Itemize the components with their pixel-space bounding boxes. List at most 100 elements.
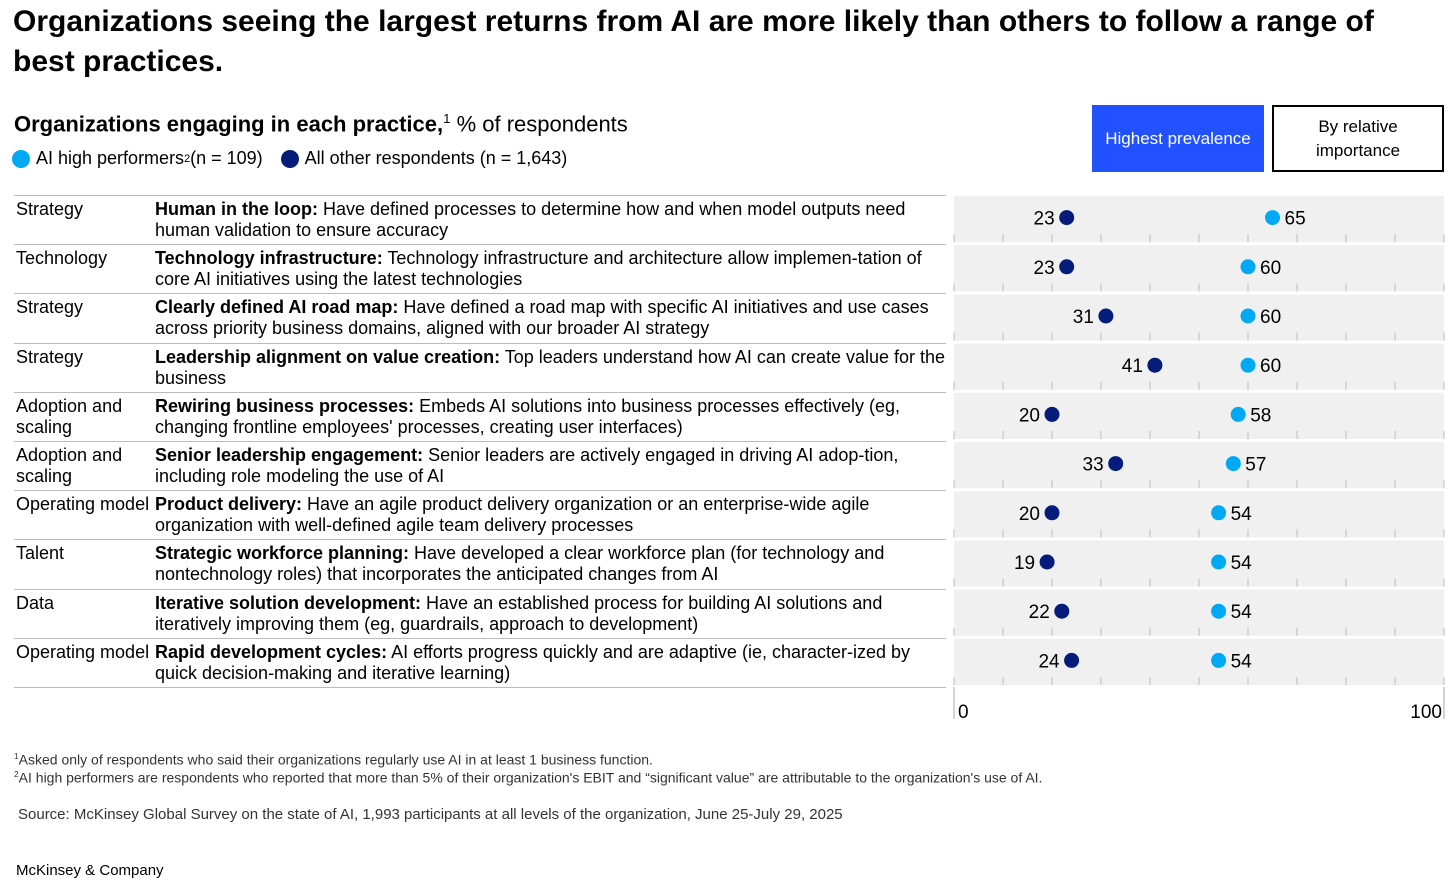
table-row: Operating model Rapid development cycles:…	[14, 639, 946, 688]
label-high: 54	[1231, 651, 1253, 672]
source: Source: McKinsey Global Survey on the st…	[18, 806, 843, 823]
label-other: 20	[1019, 504, 1040, 525]
row-category: Adoption and scaling	[16, 444, 123, 486]
row-practice: Technology infrastructure:	[155, 248, 383, 269]
row-practice: Clearly defined AI road map:	[155, 297, 399, 318]
highest-prevalence-button[interactable]: Highest prevalence	[1092, 105, 1264, 172]
label-other: 19	[1014, 553, 1035, 574]
table-row: Adoption and scaling Senior leadership en…	[14, 442, 946, 492]
table-row: Adoption and scaling Rewiring business pr…	[14, 393, 946, 442]
dot-other	[1059, 259, 1075, 275]
row-practice: Rewiring business processes:	[155, 395, 415, 416]
page-title: Organizations seeing the largest returns…	[13, 5, 1374, 78]
label-other: 31	[1073, 307, 1094, 328]
dot-other	[1059, 210, 1075, 226]
dot-other	[1064, 652, 1080, 668]
label-other: 24	[1038, 651, 1060, 672]
table-row: Operating model Product delivery: Have an…	[14, 491, 946, 541]
dot-high	[1211, 603, 1227, 619]
row-text: AI efforts progress quickly and are adap…	[155, 641, 911, 683]
row-text: Have developed a clear workforce plan (f…	[155, 543, 885, 585]
row-description: Clearly defined AI road map: Have define…	[155, 297, 946, 342]
table-row: Technology Technology infrastructure: Tec…	[14, 245, 946, 295]
label-other: 23	[1034, 258, 1055, 279]
table-row: Talent Strategic workforce planning: Have…	[14, 540, 946, 590]
row-practice: Product delivery:	[155, 494, 303, 515]
label-other: 33	[1083, 455, 1104, 476]
dot-other	[1147, 357, 1163, 373]
legend-high-sup: 2	[184, 152, 191, 165]
label-high: 65	[1285, 209, 1306, 230]
dot-other	[1039, 554, 1055, 570]
row-category: Data	[16, 592, 55, 613]
footnote-2-text: AI high performers are respondents who r…	[18, 769, 1043, 786]
legend-other-dot-icon	[280, 149, 299, 168]
row-category: Talent	[16, 543, 65, 564]
label-high: 54	[1231, 602, 1253, 623]
footnote-1: 1Asked only of respondents who said thei…	[14, 751, 653, 768]
row-practice: Human in the loop:	[155, 199, 318, 219]
row-practice: Iterative solution development:	[155, 592, 422, 613]
dot-other	[1044, 505, 1060, 521]
row-text: Have an established process for building…	[155, 592, 883, 634]
label-high: 60	[1260, 356, 1281, 377]
dot-high	[1240, 259, 1256, 275]
row-text: Embeds AI solutions into business proces…	[155, 395, 901, 437]
dot-high	[1211, 505, 1227, 521]
dot-other	[1054, 603, 1070, 619]
label-high: 54	[1231, 553, 1253, 574]
relative-importance-button[interactable]: By relative importance	[1272, 105, 1444, 172]
row-category: Operating model	[16, 641, 150, 662]
row-text: Have an agile product delivery organizat…	[155, 494, 870, 536]
row-practice: Leadership alignment on value creation:	[155, 346, 501, 367]
subtitle-bold: Organizations engaging in each practice,	[14, 111, 444, 137]
legend-high-dot-icon	[12, 149, 30, 168]
row-description: Senior leadership engagement: Senior lea…	[155, 445, 946, 490]
table-row: Strategy Clearly defined AI road map: Hav…	[14, 294, 946, 344]
row-category: Strategy	[16, 199, 84, 219]
subtitle-sup: 1	[443, 111, 451, 126]
dot-other	[1098, 308, 1114, 324]
dot-high	[1211, 554, 1227, 570]
row-description: Rewiring business processes: Embeds AI s…	[155, 396, 946, 441]
dot-other	[1044, 406, 1060, 422]
row-description: Leadership alignment on value creation: …	[155, 347, 946, 392]
legend-high-n: (n = 109)	[190, 148, 263, 168]
brand-logo: McKinsey & Company	[16, 862, 164, 879]
label-high: 58	[1250, 405, 1271, 426]
label-other: 23	[1034, 209, 1055, 230]
row-category: Operating model	[16, 494, 150, 515]
footnote-1-text: Asked only of respondents who said their…	[18, 751, 653, 768]
dot-high	[1211, 652, 1227, 668]
label-high: 57	[1245, 455, 1266, 476]
x-tick-label: 100	[1410, 702, 1442, 723]
row-practice: Strategic workforce planning:	[155, 543, 410, 564]
row-description: Product delivery: Have an agile product …	[155, 494, 946, 539]
legend-high: AI high performers	[36, 148, 185, 168]
dot-high	[1240, 308, 1256, 324]
row-description: Human in the loop: Have defined processe…	[155, 199, 946, 244]
row-category: Adoption and scaling	[16, 395, 123, 437]
subtitle-rest: % of respondents	[450, 111, 628, 137]
label-high: 54	[1231, 504, 1253, 525]
dot-other	[1108, 456, 1124, 472]
legend-other: All other respondents (n = 1,643)	[304, 148, 568, 168]
row-practice: Senior leadership engagement:	[155, 444, 424, 465]
chart-subtitle: Organizations engaging in each practice,…	[14, 111, 628, 137]
row-text: Have defined a road map with specific AI…	[155, 297, 929, 339]
label-other: 41	[1122, 356, 1143, 377]
row-description: Strategic workforce planning: Have devel…	[155, 543, 946, 588]
row-text: Have defined processes to determine how …	[155, 199, 906, 240]
row-description: Rapid development cycles: AI efforts pro…	[155, 642, 946, 687]
label-high: 60	[1260, 307, 1281, 328]
dot-high	[1265, 210, 1280, 226]
footnote-2: 2AI high performers are respondents who …	[14, 769, 1043, 786]
table-row: Strategy Leadership alignment on value cr…	[14, 344, 946, 393]
row-description: Iterative solution development: Have an …	[155, 593, 946, 638]
legend: AI high performers 2 (n = 109) All other …	[12, 148, 567, 169]
row-text: Top leaders understand how AI can create…	[155, 346, 946, 388]
x-tick-label: 0	[958, 702, 969, 723]
row-text: Technology infrastructure and architectu…	[155, 248, 922, 290]
table-row: Data Iterative solution development: Have…	[14, 590, 946, 639]
table-row: Strategy Human in the loop: Have defined …	[14, 196, 946, 246]
